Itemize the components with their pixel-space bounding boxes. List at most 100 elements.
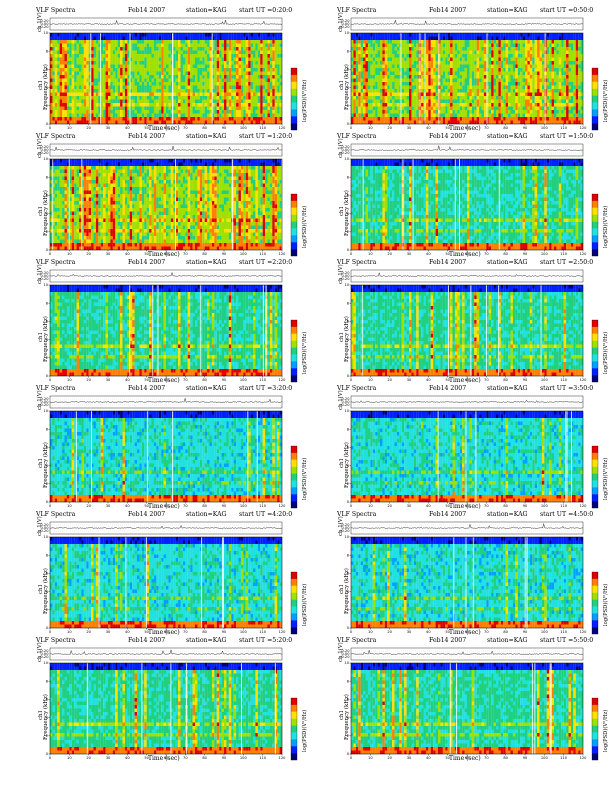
heatmap-cell	[170, 75, 174, 79]
heatmap-cell	[486, 47, 489, 51]
heatmap-cell	[105, 106, 109, 111]
heatmap-cell	[221, 71, 225, 76]
heatmap-cell	[180, 106, 183, 111]
heatmap-cell	[257, 96, 261, 100]
heatmap-cell	[479, 110, 482, 114]
heatmap-cell	[474, 61, 477, 65]
heatmap-cell	[86, 64, 89, 69]
heatmap-cell	[476, 99, 480, 104]
heatmap-cell	[141, 75, 145, 79]
heatmap-cell	[221, 68, 225, 72]
heatmap-cell	[141, 120, 145, 125]
heatmap-cell	[459, 54, 463, 58]
heatmap-cell	[195, 61, 198, 65]
heatmap-cell	[365, 99, 368, 104]
heatmap-cell	[161, 85, 164, 90]
heatmap-cell	[556, 64, 559, 69]
heatmap-cell	[433, 71, 436, 76]
heatmap-cell	[250, 85, 254, 90]
heatmap-cell	[127, 85, 130, 90]
heatmap-cell	[539, 92, 542, 97]
heatmap-cell	[389, 68, 393, 72]
heatmap-cell	[493, 99, 497, 104]
heatmap-cell	[503, 64, 506, 69]
heatmap-cell	[240, 36, 244, 41]
heatmap-cell	[493, 47, 497, 51]
heatmap-cell	[257, 57, 261, 62]
heatmap-cell	[52, 99, 55, 104]
heatmap-cell	[570, 78, 574, 83]
heatmap-cell	[221, 82, 225, 86]
heatmap-cell	[69, 92, 72, 97]
heatmap-cell	[421, 92, 424, 97]
heatmap-cell	[452, 106, 455, 111]
heatmap-cell	[57, 54, 60, 58]
heatmap-cell	[454, 110, 458, 114]
heatmap-cell	[255, 54, 258, 58]
heatmap-cell	[392, 50, 395, 55]
heatmap-cell	[573, 57, 576, 62]
heatmap-cell	[442, 117, 446, 121]
heatmap-cell	[149, 113, 152, 118]
heatmap-cell	[551, 61, 555, 65]
heatmap-cell	[146, 103, 150, 107]
heatmap-cell	[69, 110, 72, 114]
heatmap-cell	[563, 50, 567, 55]
heatmap-cell	[233, 40, 237, 44]
heatmap-cell	[365, 71, 368, 76]
heatmap-cell	[365, 106, 368, 111]
heatmap-cell	[250, 113, 254, 118]
heatmap-cell	[71, 106, 75, 111]
heatmap-cell	[86, 78, 89, 83]
heatmap-cell	[525, 110, 528, 114]
heatmap-cell	[363, 61, 366, 65]
heatmap-cell	[568, 78, 571, 83]
heatmap-cell	[409, 61, 412, 65]
heatmap-cell	[537, 106, 540, 111]
heatmap-cell	[396, 50, 400, 55]
heatmap-cell	[510, 89, 513, 93]
heatmap-cell	[117, 50, 121, 55]
heatmap-cell	[505, 68, 509, 72]
heatmap-cell	[353, 40, 356, 44]
header-station: station=KAG	[186, 7, 227, 14]
heatmap-cell	[209, 50, 212, 55]
heatmap-cell	[231, 106, 234, 111]
heatmap-cell	[411, 78, 414, 83]
heatmap-cell	[358, 82, 361, 86]
heatmap-cell	[534, 89, 538, 93]
heatmap-cell	[132, 96, 135, 100]
heatmap-cell	[211, 117, 215, 121]
heatmap-cell	[185, 96, 188, 100]
heatmap-cell	[464, 36, 468, 41]
heatmap-cell	[384, 92, 388, 97]
heatmap-cell	[401, 40, 405, 44]
heatmap-cell	[355, 68, 359, 72]
heatmap-cell	[100, 40, 104, 44]
heatmap-cell	[358, 43, 361, 48]
heatmap-cell	[226, 99, 229, 104]
heatmap-cell	[170, 82, 174, 86]
heatmap-cell	[52, 78, 55, 83]
heatmap-cell	[563, 43, 567, 48]
heatmap-cell	[255, 47, 258, 51]
heatmap-cell	[54, 75, 58, 79]
heatmap-cell	[539, 103, 542, 107]
heatmap-cell	[52, 85, 55, 90]
heatmap-cell	[452, 99, 455, 104]
heatmap-cell	[387, 96, 390, 100]
heatmap-cell	[358, 117, 361, 121]
heatmap-cell	[387, 50, 390, 55]
heatmap-cell	[430, 110, 434, 114]
heatmap-cell	[117, 71, 121, 76]
heatmap-cell	[474, 82, 477, 86]
heatmap-cell	[430, 113, 434, 118]
heatmap-cell	[442, 106, 446, 111]
heatmap-cell	[520, 110, 523, 114]
heatmap-cell	[551, 68, 555, 72]
heatmap-cell	[471, 57, 475, 62]
heatmap-cell	[226, 113, 229, 118]
heatmap-cell	[488, 110, 492, 114]
heatmap-cell	[486, 57, 489, 62]
